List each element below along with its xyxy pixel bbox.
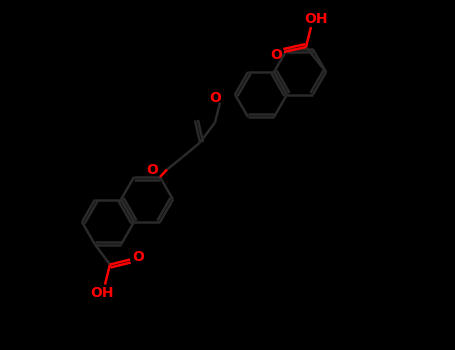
Text: O: O — [146, 162, 158, 176]
Text: O: O — [132, 250, 144, 264]
Text: OH: OH — [90, 286, 114, 300]
Text: O: O — [209, 91, 221, 105]
Text: OH: OH — [304, 12, 328, 26]
Text: O: O — [270, 48, 282, 62]
